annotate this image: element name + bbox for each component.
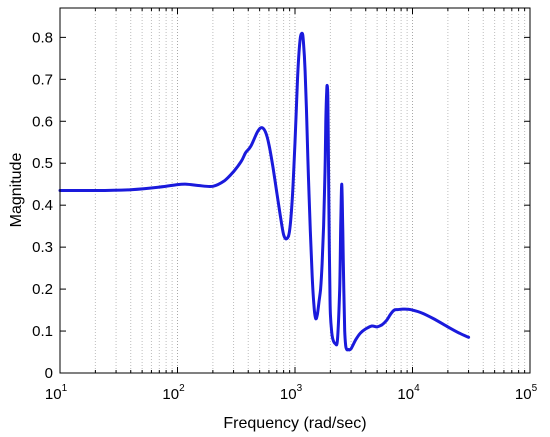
- y-tick-label: 0.5: [32, 155, 53, 172]
- grid-lines: [94, 8, 526, 373]
- x-tick-label: 105: [515, 383, 538, 403]
- y-tick-label: 0.3: [32, 239, 53, 256]
- y-tick-label: 0.6: [32, 113, 53, 130]
- series-line: [58, 31, 471, 352]
- x-tick-label: 102: [162, 383, 185, 403]
- y-tick-label: 0.2: [32, 281, 53, 298]
- x-tick-label: 104: [397, 383, 420, 403]
- series-layer: [58, 31, 471, 352]
- y-tick-label: 0.4: [32, 197, 53, 214]
- y-tick-label: 0: [45, 365, 53, 382]
- y-axis-label: Magnitude: [8, 153, 25, 228]
- x-tick-label: 103: [280, 383, 303, 403]
- x-axis-label: Frequency (rad/sec): [223, 415, 366, 432]
- y-tick-label: 0.7: [32, 71, 53, 88]
- axis-ticks: [59, 8, 530, 374]
- y-tick-label: 0.1: [32, 323, 53, 340]
- x-tick-label: 101: [45, 383, 68, 403]
- tick-labels: 101 102 103 104 105 0 0.1 0.2 0.3 0.4 0.5 0.6 0.7 0.8: [32, 29, 537, 403]
- y-tick-label: 0.8: [32, 29, 53, 46]
